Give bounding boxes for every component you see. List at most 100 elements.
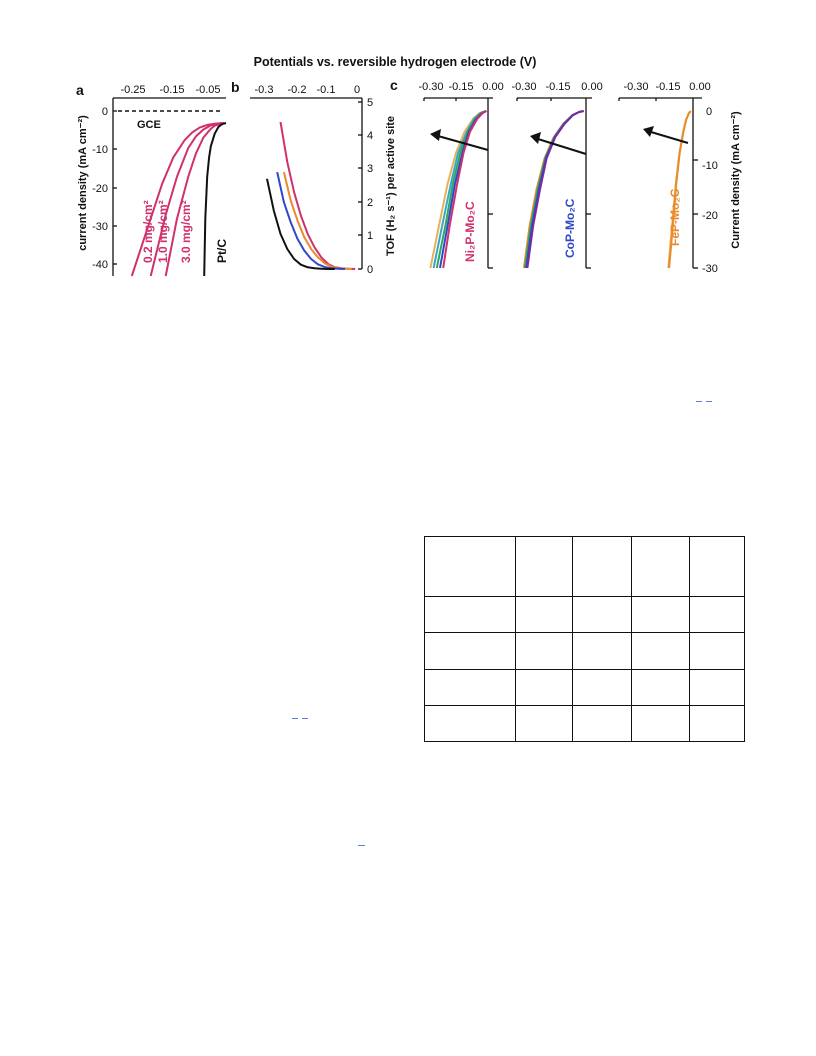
panel-b-y-ticks: 0 1 2 3 4 5 (367, 97, 373, 276)
panel-c-series-line (442, 110, 487, 269)
text-artifact (696, 401, 702, 402)
table-cell (515, 536, 573, 597)
table-cell (631, 669, 690, 706)
panel-a-axes (112, 97, 226, 276)
panel-c1-xtick: 0.00 (482, 81, 503, 93)
panel-c-axes (423, 97, 702, 269)
table-cell (515, 705, 573, 742)
panel-c-series-line (526, 110, 584, 269)
panel-b-axes (250, 97, 363, 270)
table-cell (572, 705, 632, 742)
text-artifact (706, 401, 712, 402)
table-cell (515, 669, 573, 706)
panel-letter-c: c (390, 77, 398, 93)
table-row (424, 632, 745, 670)
table-row (424, 705, 745, 742)
panel-a-y-axis-label: current density (mA cm⁻²) (77, 115, 89, 251)
table-cell (515, 632, 573, 670)
panel-c-ytick: -20 (702, 210, 718, 222)
table-row (424, 596, 745, 633)
table-cell (572, 536, 632, 597)
label-ni2p-mo2c: Ni₂P-Mo₂C (463, 201, 477, 262)
table-cell (689, 632, 745, 670)
panel-c-x-ticks: -0.30 -0.15 0.00 -0.30 -0.15 0.00 -0.30 … (418, 81, 710, 93)
table-cell (631, 632, 690, 670)
panel-b-ytick: 1 (367, 230, 373, 242)
table-cell (424, 705, 516, 742)
panel-b-y-axis-label: TOF (H₂ s⁻¹) per active site (385, 116, 397, 256)
label-3-0-mg: 3.0 mg/cm² (179, 200, 193, 263)
panel-a-xtick: -0.25 (120, 84, 145, 96)
panel-b-ytick: 4 (367, 130, 373, 142)
table-cell (515, 596, 573, 633)
panel-b-xtick: -0.3 (255, 84, 274, 96)
label-pt-c: Pt/C (215, 239, 229, 263)
table-cell (689, 669, 745, 706)
panel-b-xtick: 0 (354, 84, 360, 96)
text-artifact (292, 718, 298, 719)
panel-a-xtick: -0.15 (159, 84, 184, 96)
panel-c3-xtick: -0.15 (655, 81, 680, 93)
panel-b-series-line (282, 171, 352, 270)
table-cell (631, 705, 690, 742)
figure-top-title: Potentials vs. reversible hydrogen elect… (254, 55, 537, 69)
table-cell (689, 705, 745, 742)
panel-c1-xtick: -0.15 (448, 81, 473, 93)
table-cell (631, 536, 690, 597)
table-cell (424, 596, 516, 633)
panel-a-y-ticks: 0 -10 -20 -30 -40 (92, 106, 108, 271)
panel-b-ytick: 5 (367, 97, 373, 109)
panel-a-ytick: 0 (102, 106, 108, 118)
text-artifact (358, 845, 365, 846)
panel-a-xtick: -0.05 (195, 84, 220, 96)
table-row (424, 536, 745, 597)
panel-b-xtick: -0.1 (317, 84, 336, 96)
label-0-2-mg: 0.2 mg/cm² (141, 200, 155, 263)
panel-c-ytick: -30 (702, 263, 718, 275)
table-cell (689, 596, 745, 633)
panel-c1-xtick: -0.30 (418, 81, 443, 93)
panel-a-ytick: -40 (92, 259, 108, 271)
panel-c-series-line (668, 110, 692, 269)
panel-b-curves (266, 121, 356, 270)
label-1-0-mg: 1.0 mg/cm² (156, 200, 170, 263)
panel-c-y-ticks: 0 -10 -20 -30 (702, 106, 718, 275)
panel-letter-b: b (231, 79, 240, 95)
panel-b-x-ticks: -0.3 -0.2 -0.1 0 (255, 84, 361, 96)
panel-c2-xtick: -0.15 (545, 81, 570, 93)
panel-c-y-axis-label: Current density (mA cm⁻²) (730, 111, 742, 249)
panel-c2-xtick: -0.30 (511, 81, 536, 93)
data-table (424, 536, 745, 742)
table-row (424, 669, 745, 706)
panel-letter-a: a (76, 82, 84, 98)
panel-a-x-ticks: -0.25 -0.15 -0.05 (120, 84, 220, 96)
panel-b-series-line (279, 121, 356, 270)
panel-c2-xtick: 0.00 (581, 81, 602, 93)
panel-a-ytick: -20 (92, 183, 108, 195)
panel-c-material-labels: Ni₂P-Mo₂C CoP-Mo₂C FeP-Mo₂C (463, 188, 682, 262)
table-cell (631, 596, 690, 633)
table-cell (424, 669, 516, 706)
panel-a-series-line (203, 122, 227, 277)
panel-a-ytick: -10 (92, 144, 108, 156)
panel-a-series-line (164, 122, 225, 277)
panel-a-loading-labels: 0.2 mg/cm² 1.0 mg/cm² 3.0 mg/cm² Pt/C (141, 200, 229, 263)
panel-a-gce-label: GCE (137, 119, 161, 131)
panel-b-ytick: 0 (367, 264, 373, 276)
label-fep-mo2c: FeP-Mo₂C (668, 188, 682, 246)
panel-b-xtick: -0.2 (288, 84, 307, 96)
table-cell (572, 632, 632, 670)
panel-c-ytick: 0 (706, 106, 712, 118)
table-cell (424, 632, 516, 670)
panel-b-ytick: 2 (367, 197, 373, 209)
panel-c3-xtick: -0.30 (623, 81, 648, 93)
panel-c-ytick: -10 (702, 160, 718, 172)
panel-a-curves (130, 122, 227, 277)
panel-c-arrows (430, 126, 689, 155)
table-cell (689, 536, 745, 597)
panel-b-series-line (266, 178, 335, 270)
label-cop-mo2c: CoP-Mo₂C (563, 198, 577, 258)
panel-c-curves (429, 110, 692, 269)
table-cell (572, 669, 632, 706)
panel-a-ytick: -30 (92, 221, 108, 233)
